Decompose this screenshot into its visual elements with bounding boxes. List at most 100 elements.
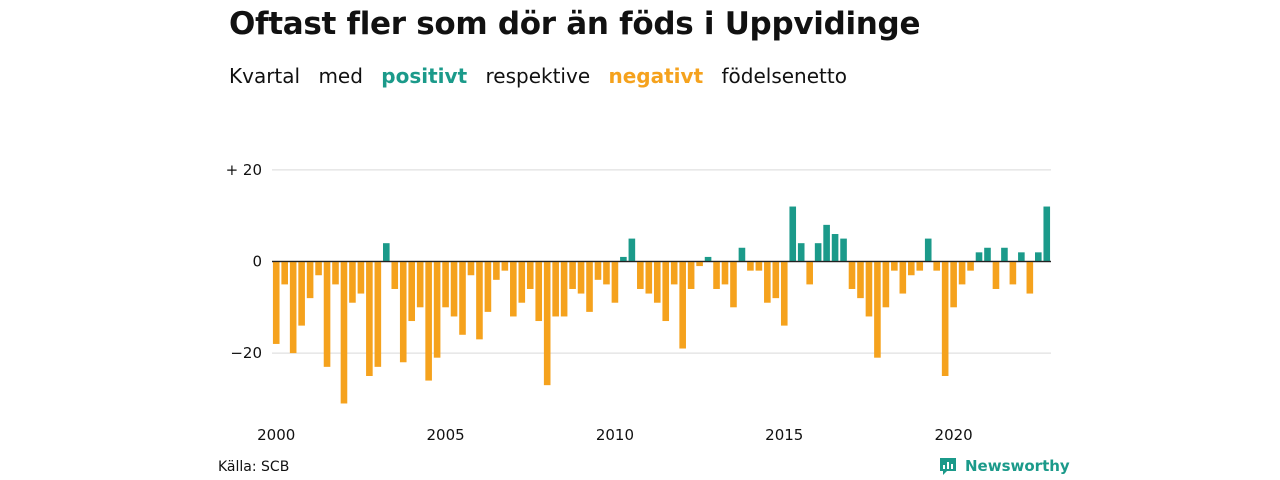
bar-negative (1009, 261, 1017, 285)
bar-negative (611, 261, 619, 303)
bar-negative (679, 261, 686, 349)
bar-negative (416, 261, 424, 308)
bar-negative (467, 261, 475, 276)
y-tick-label: + 20 (226, 161, 262, 179)
bar-positive (704, 256, 712, 262)
x-tick-label: 2020 (935, 426, 973, 444)
bar-negative (315, 261, 322, 276)
bar-positive (814, 243, 822, 262)
y-tick-label: 0 (252, 253, 262, 271)
bar-negative (950, 261, 957, 308)
bar-positive (840, 238, 847, 262)
bar-negative (696, 261, 703, 267)
bar-negative (603, 261, 610, 285)
bar-positive (924, 238, 932, 262)
bar-negative (670, 261, 678, 285)
bar-negative (340, 261, 348, 404)
bar-negative (577, 261, 585, 294)
bar-positive (1001, 247, 1008, 262)
subtitle-negative-label: negativt (608, 64, 704, 88)
bar-negative (755, 261, 763, 271)
bar-negative (730, 261, 737, 308)
y-tick-label: −20 (230, 344, 262, 362)
bar-negative (747, 261, 754, 271)
bar-negative (662, 261, 670, 322)
bar-negative (357, 261, 365, 294)
bar-negative (958, 261, 966, 285)
bar-negative (408, 261, 416, 322)
x-tick-label: 2005 (426, 426, 464, 444)
bar-negative (323, 261, 331, 367)
bar-negative (552, 261, 559, 317)
bar-negative (289, 261, 297, 354)
bar-negative (967, 261, 974, 271)
bar-negative (569, 261, 576, 289)
bar-negative (306, 261, 314, 299)
bar-positive (738, 247, 746, 262)
bar-positive (797, 243, 805, 262)
bar-negative (933, 261, 940, 271)
bar-negative (899, 261, 907, 294)
bar-negative (391, 261, 399, 289)
bar-negative (874, 261, 881, 358)
bar-negative (713, 261, 720, 289)
bar-negative (433, 261, 441, 358)
bar-negative (687, 261, 695, 289)
source-note: Källa: SCB (218, 459, 290, 475)
bar-negative (772, 261, 780, 299)
bar-negative (281, 261, 288, 285)
bar-positive (831, 234, 839, 262)
bar-negative (1026, 261, 1034, 294)
bar-negative (721, 261, 729, 285)
newsworthy-logo-icon (940, 458, 956, 475)
bar-negative (594, 261, 602, 280)
subtitle-text-med: med (318, 64, 363, 88)
bar-negative (806, 261, 813, 285)
bar-negative (653, 261, 661, 303)
bar-positive (1035, 252, 1042, 262)
bar-positive (383, 243, 390, 262)
brand-name: Newsworthy (965, 457, 1070, 475)
bar-positive (1043, 206, 1051, 262)
bar-positive (789, 206, 797, 262)
subtitle-positive-label: positivt (381, 64, 468, 88)
bar-negative (941, 261, 949, 376)
bar-negative (366, 261, 373, 376)
bar-negative (637, 261, 644, 289)
bar-positive (823, 224, 830, 262)
subtitle-text-respektive: respektive (485, 64, 591, 88)
bar-negative (916, 261, 924, 271)
bar-negative (476, 261, 483, 340)
bar-negative (560, 261, 568, 317)
bar-negative (484, 261, 492, 312)
bar-negative (882, 261, 890, 308)
bar-negative (332, 261, 339, 285)
brand-logo: Newsworthy (938, 456, 1070, 476)
bar-positive (984, 247, 991, 262)
bar-negative (399, 261, 407, 363)
bar-negative (501, 261, 509, 271)
bar-negative (518, 261, 526, 303)
bar-negative (645, 261, 653, 294)
x-tick-label: 2010 (596, 426, 634, 444)
bar-negative (543, 261, 551, 386)
bar-negative (891, 261, 898, 271)
bar-negative (848, 261, 856, 289)
bar-positive (628, 238, 636, 262)
bar-negative (459, 261, 466, 335)
bar-negative (865, 261, 873, 317)
bar-negative (764, 261, 771, 303)
bar-negative (586, 261, 593, 312)
bar-positive (620, 256, 627, 262)
subtitle-text-fodelsenetto: födelsenetto (721, 64, 847, 88)
bar-negative (493, 261, 500, 280)
bar-negative (992, 261, 1000, 289)
x-tick-label: 2015 (765, 426, 803, 444)
bar-negative (780, 261, 788, 326)
bar-negative (535, 261, 543, 322)
bar-negative (510, 261, 517, 317)
bar-negative (425, 261, 432, 381)
bar-negative (298, 261, 305, 326)
bar-negative (374, 261, 382, 367)
